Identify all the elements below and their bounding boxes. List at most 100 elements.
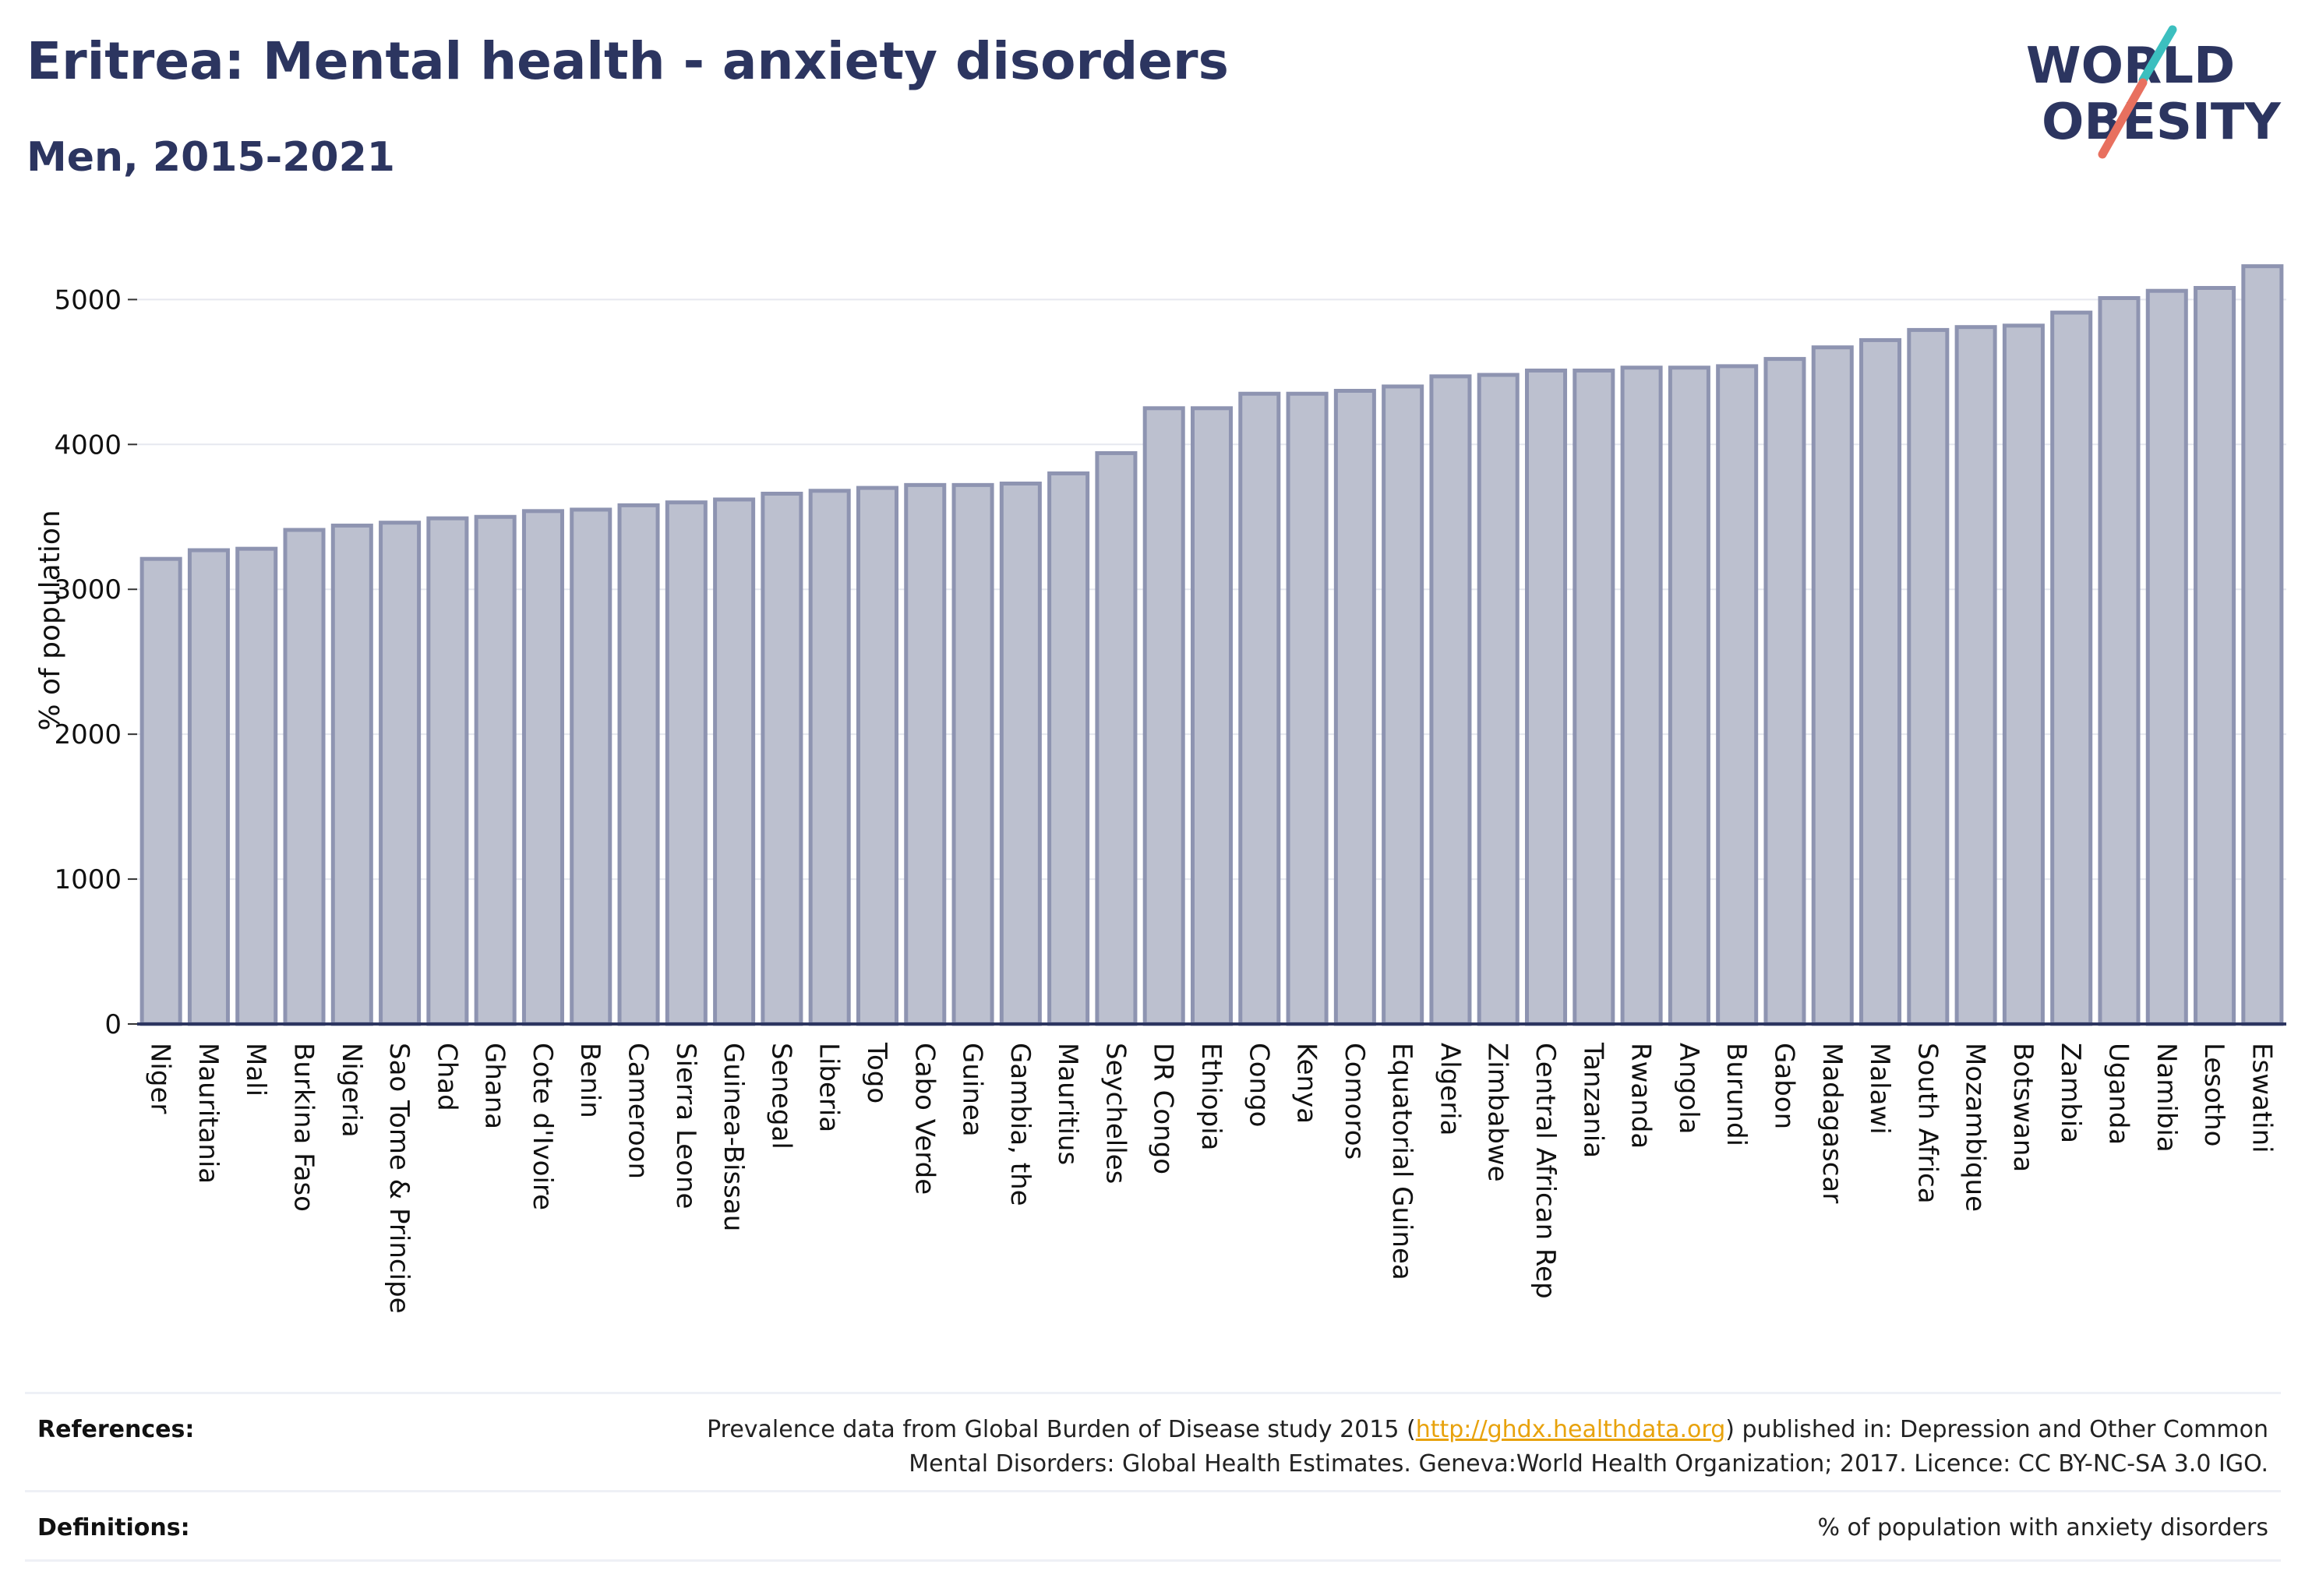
bar-equatorial-guinea <box>1382 384 1424 1026</box>
bar-congo <box>1238 391 1281 1026</box>
x-tick-label: Gabon <box>1768 1043 1799 1129</box>
bar-liberia <box>808 489 851 1026</box>
x-tick-label: Cameroon <box>623 1043 654 1179</box>
bar-cote-d-ivoire <box>521 509 564 1026</box>
references-line-2: Mental Disorders: Global Health Estimate… <box>909 1450 2268 1478</box>
x-tick-label: Rwanda <box>1626 1043 1657 1149</box>
x-tick-label: Zimbabwe <box>1482 1043 1513 1182</box>
y-tick-label: 5000 <box>54 284 122 316</box>
references-line-1: Prevalence data from Global Burden of Di… <box>707 1413 2268 1447</box>
x-tick-label: Algeria <box>1434 1043 1465 1135</box>
bar-togo <box>856 486 898 1026</box>
x-tick-label: Sierra Leone <box>670 1043 701 1209</box>
x-tick-label: Namibia <box>2151 1043 2182 1153</box>
bar-madagascar <box>1811 345 1854 1026</box>
x-tick-label: Togo <box>861 1042 892 1103</box>
bar-uganda <box>2098 296 2141 1026</box>
bar-comoros <box>1333 389 1376 1026</box>
x-tick-label: Guinea <box>957 1043 988 1137</box>
bar-ghana <box>474 514 517 1026</box>
y-axis: 0 1000 2000 3000 4000 5000 <box>54 284 137 1040</box>
bar-mozambique <box>1954 325 1997 1026</box>
x-tick-label: Guinea-Bissau <box>718 1043 749 1231</box>
x-tick-label: Mali <box>240 1043 271 1096</box>
x-tick-label: Benin <box>574 1043 605 1118</box>
x-tick-label: DR Congo <box>1148 1043 1179 1174</box>
y-tick-label: 1000 <box>54 864 122 895</box>
bar-eswatini <box>2241 264 2284 1026</box>
bar-mauritius <box>1047 471 1090 1026</box>
x-tick-label: Mauritius <box>1052 1043 1083 1165</box>
chart-title: Eritrea: Mental health - anxiety disorde… <box>26 31 1229 91</box>
y-tick-label: 0 <box>104 1009 122 1040</box>
x-tick-label: Burundi <box>1721 1043 1752 1146</box>
bar-central-african-rep <box>1525 368 1568 1026</box>
references-text: Prevalence data from Global Burden of Di… <box>707 1413 2268 1481</box>
bar-guinea <box>951 482 994 1026</box>
x-tick-label: Senegal <box>765 1043 796 1149</box>
x-tick-label: Nigeria <box>336 1043 367 1138</box>
x-tick-label: Niger <box>145 1043 176 1114</box>
bar-botswana <box>2002 323 2045 1026</box>
x-tick-label: Gambia, the <box>1004 1043 1036 1206</box>
logo-text-obesity: OBESITY <box>2042 94 2281 151</box>
x-tick-label: Equatorial Guinea <box>1386 1043 1417 1280</box>
world-obesity-logo: WORLD OBESITY <box>2026 25 2281 159</box>
bar-guinea-bissau <box>713 497 756 1026</box>
x-tick-label: Congo <box>1243 1043 1274 1127</box>
references-label: References: <box>37 1416 195 1443</box>
bar-mali <box>235 546 278 1026</box>
y-tick-label: 2000 <box>54 719 122 750</box>
bar-burkina-faso <box>283 528 326 1026</box>
bar-tanzania <box>1573 368 1615 1026</box>
x-tick-label: Uganda <box>2102 1043 2134 1145</box>
bar-mauritania <box>187 548 230 1026</box>
x-axis: Niger Mauritania Mali Burkina Faso Nigeria Sa… <box>137 1022 2286 1314</box>
x-tick-label: Zambia <box>2055 1043 2086 1143</box>
definitions-row: Definitions: % of population with anxiet… <box>25 1490 2281 1562</box>
x-tick-label: Angola <box>1673 1043 1704 1134</box>
x-tick-label: Chad <box>431 1043 462 1111</box>
bars <box>139 264 2284 1026</box>
bar-sao-tome-principe <box>379 521 422 1026</box>
x-tick-label: Kenya <box>1291 1043 1322 1124</box>
x-tick-label: Lesotho <box>2198 1043 2229 1146</box>
x-tick-label: Burkina Faso <box>288 1043 319 1212</box>
y-tick-label: 4000 <box>54 429 122 461</box>
references-link[interactable]: http://ghdx.healthdata.org <box>1415 1416 1726 1443</box>
x-tick-label: Malawi <box>1864 1043 1895 1135</box>
bar-seychelles <box>1095 450 1138 1026</box>
chart-subtitle: Men, 2015-2021 <box>26 134 395 181</box>
bar-burundi <box>1716 364 1759 1026</box>
x-tick-label: Botswana <box>2007 1043 2038 1172</box>
x-tick-label: South Africa <box>1911 1043 1943 1204</box>
bar-zimbabwe <box>1477 373 1520 1026</box>
bar-ethiopia <box>1190 406 1234 1026</box>
bar-dr-congo <box>1142 406 1185 1026</box>
definitions-text: % of population with anxiety disorders <box>1817 1514 2268 1541</box>
x-tick-label: Cabo Verde <box>909 1043 940 1195</box>
bar-gambia-the <box>999 481 1042 1026</box>
x-tick-label: Sao Tome & Principe <box>383 1043 415 1314</box>
x-tick-label: Mauritania <box>192 1043 224 1184</box>
bar-senegal <box>761 492 803 1026</box>
x-tick-label: Cote d'Ivoire <box>527 1043 558 1210</box>
bar-nigeria <box>330 523 373 1026</box>
bar-angola <box>1668 365 1710 1026</box>
x-tick-label: Tanzania <box>1577 1042 1608 1158</box>
bar-chart: 0 1000 2000 3000 4000 5000 Niger Mauritania Mal… <box>34 264 2286 1314</box>
y-tick-label: 3000 <box>54 574 122 606</box>
bar-sierra-leone <box>665 500 708 1026</box>
x-tick-label: Ethiopia <box>1195 1043 1227 1150</box>
logo-text-world: WORLD <box>2026 37 2235 95</box>
bar-cabo-verde <box>904 482 947 1026</box>
x-tick-label: Seychelles <box>1100 1043 1131 1184</box>
x-tick-label: Central African Rep <box>1530 1043 1561 1299</box>
bar-niger <box>139 556 182 1026</box>
bar-lesotho <box>2194 285 2236 1026</box>
y-axis-label: % of population <box>34 510 66 730</box>
x-tick-label: Liberia <box>814 1043 845 1132</box>
bar-malawi <box>1859 337 1902 1026</box>
x-tick-label: Madagascar <box>1816 1043 1848 1203</box>
bar-rwanda <box>1620 365 1663 1026</box>
